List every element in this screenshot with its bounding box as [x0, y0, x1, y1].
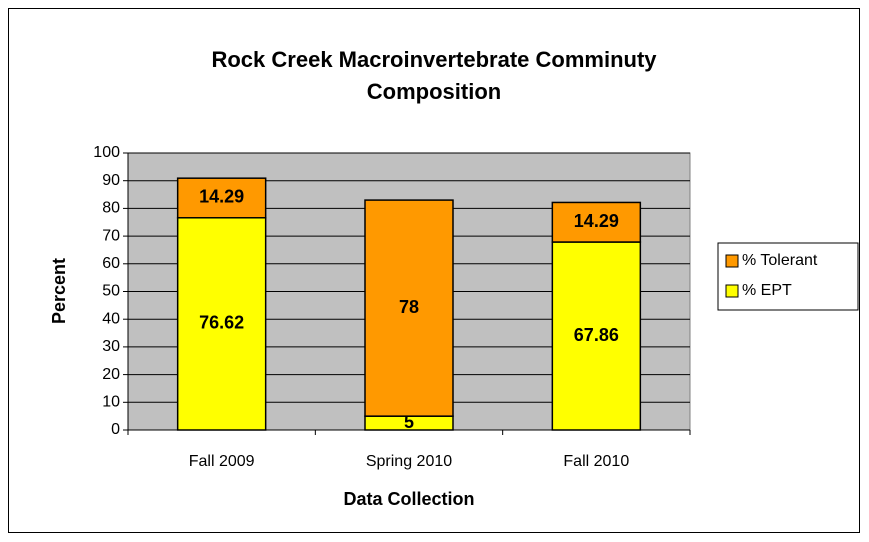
data-label: 14.29 [199, 187, 244, 207]
x-tick-label: Fall 2010 [563, 453, 629, 470]
bar-segment [364, 199, 454, 417]
bar-segment [176, 177, 267, 219]
x-tick-label: Spring 2010 [366, 453, 452, 470]
data-label: 5 [404, 412, 414, 432]
legend-swatch [725, 284, 739, 298]
y-tick-label: 60 [102, 255, 120, 272]
y-tick-label: 10 [102, 394, 120, 411]
y-tick-label: 30 [102, 338, 120, 355]
data-label: 76.62 [199, 313, 244, 333]
y-tick-label: 0 [111, 421, 120, 438]
y-tick-label: 100 [93, 144, 120, 161]
bar-segment [176, 217, 267, 431]
data-label: 78 [399, 297, 419, 317]
data-label: 14.29 [574, 211, 619, 231]
x-tick-label: Fall 2009 [189, 453, 255, 470]
y-tick-label: 90 [102, 172, 120, 189]
data-label: 67.86 [574, 325, 619, 345]
y-axis-label: Percent [49, 258, 69, 324]
legend-swatch [725, 254, 739, 268]
bar-segment [551, 201, 642, 243]
y-tick-label: 40 [102, 310, 120, 327]
bar-segment [551, 241, 642, 431]
legend-box [717, 242, 859, 311]
y-tick-label: 50 [102, 283, 120, 300]
legend-label: % Tolerant [742, 252, 818, 269]
legend-label: % EPT [742, 282, 792, 299]
y-tick-label: 20 [102, 366, 120, 383]
y-tick-label: 80 [102, 200, 120, 217]
x-axis-label: Data Collection [343, 489, 474, 509]
y-tick-label: 70 [102, 227, 120, 244]
chart-title: Rock Creek Macroinvertebrate Comminuty C… [211, 47, 657, 104]
